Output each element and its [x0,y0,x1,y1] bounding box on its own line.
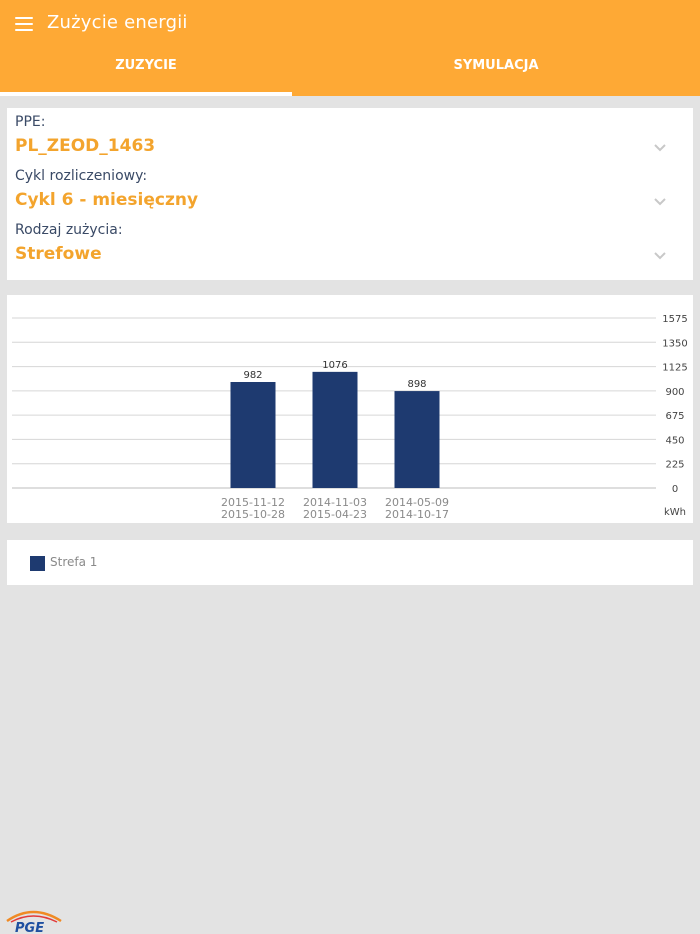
bar-value-label: 982 [243,370,262,381]
x-tick-label: 2015-11-12 [221,496,285,509]
bar [394,391,440,488]
usage-type-label: Rodzaj zużycia: [15,222,123,238]
x-tick-label: 2014-11-03 [303,496,367,509]
x-tick-label: 2014-05-09 [385,496,449,509]
legend-card: Strefa 1 [7,540,693,585]
y-tick-label: 0 [672,484,678,495]
y-tick-label: 675 [665,411,684,422]
chevron-down-icon[interactable] [654,144,666,152]
x-tick-label: 2015-04-23 [303,508,367,521]
bar [230,382,276,488]
x-tick-label: 2014-10-17 [385,508,449,521]
tab-zuzycie[interactable]: ZUZYCIE [115,58,177,73]
bar [312,371,358,488]
pge-logo: PGE [6,910,62,933]
y-tick-label: 450 [665,435,684,446]
chart-card: 0 225 450 675 900 1125 1350 1575 kWh 982 2015-11-1… [7,295,693,523]
usage-type-select[interactable]: Strefowe [15,244,102,264]
menu-icon[interactable] [15,17,33,31]
cycle-select[interactable]: Cykl 6 - miesięczny [15,190,199,210]
y-tick-label: 1350 [662,338,687,349]
chevron-down-icon[interactable] [654,252,666,260]
y-tick-label: 225 [665,460,684,471]
usage-chart: 0 225 450 675 900 1125 1350 1575 kWh 982 2015-11-1… [12,314,688,521]
active-tab-indicator [0,92,292,96]
x-tick-label: 2015-10-28 [221,508,285,521]
legend-label: Strefa 1 [50,555,98,569]
y-tick-label: 900 [665,387,684,398]
y-tick-label: 1575 [662,314,687,325]
cycle-label: Cykl rozliczeniowy: [15,168,148,184]
ppe-label: PPE: [15,114,46,130]
bar-value-label: 898 [407,379,426,390]
y-axis-unit: kWh [664,507,686,518]
legend-swatch [30,556,45,571]
ppe-select[interactable]: PL_ZEOD_1463 [15,136,156,156]
y-tick-label: 1125 [662,363,687,374]
app-bar: Zużycie energii ZUZYCIE SYMULACJA [0,0,700,96]
app-title: Zużycie energii [47,12,188,33]
bar-value-label: 1076 [322,360,347,371]
svg-text:PGE: PGE [15,921,44,933]
chevron-down-icon[interactable] [654,198,666,206]
filter-card: PPE: PL_ZEOD_1463 Cykl rozliczeniowy: Cy… [7,108,693,280]
tab-symulacja[interactable]: SYMULACJA [453,58,539,73]
